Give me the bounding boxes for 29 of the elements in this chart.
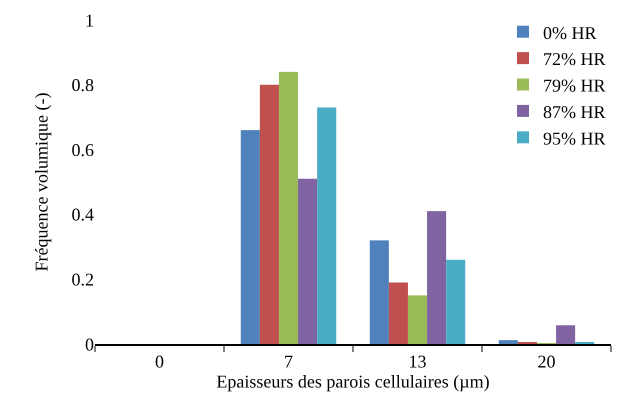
bar: [556, 325, 576, 344]
legend-label: 72% HR: [543, 49, 606, 70]
legend-label: 79% HR: [543, 76, 606, 96]
legend-label: 95% HR: [543, 128, 606, 148]
bar: [388, 282, 408, 344]
x-tick-label: 13: [408, 352, 426, 372]
bar: [260, 84, 279, 344]
y-tick-label: 0.4: [72, 204, 94, 225]
y-tick-label: 1: [85, 10, 94, 30]
y-tick-label: 0: [85, 334, 94, 354]
legend-label: 0% HR: [543, 22, 596, 43]
x-axis-title: Epaisseurs des parois cellulaires (µm): [216, 372, 490, 392]
bar: [408, 295, 428, 344]
bar: [370, 240, 389, 344]
x-tick-label: 7: [284, 352, 293, 372]
bar: [317, 107, 336, 344]
bar: [298, 178, 318, 344]
bar: [278, 72, 298, 344]
y-tick-label: 0.2: [72, 270, 94, 290]
bar: [498, 340, 518, 344]
y-tick-label: 0.8: [72, 75, 94, 96]
x-tick-label: 20: [538, 352, 556, 372]
y-tick-label: 0.6: [72, 140, 94, 160]
bar: [446, 260, 466, 344]
bar: [240, 130, 260, 344]
y-axis-title: Fréquence volumique (-): [32, 92, 52, 272]
x-tick-label: 0: [155, 352, 164, 372]
bar: [427, 211, 446, 344]
legend-label: 87% HR: [543, 102, 606, 122]
